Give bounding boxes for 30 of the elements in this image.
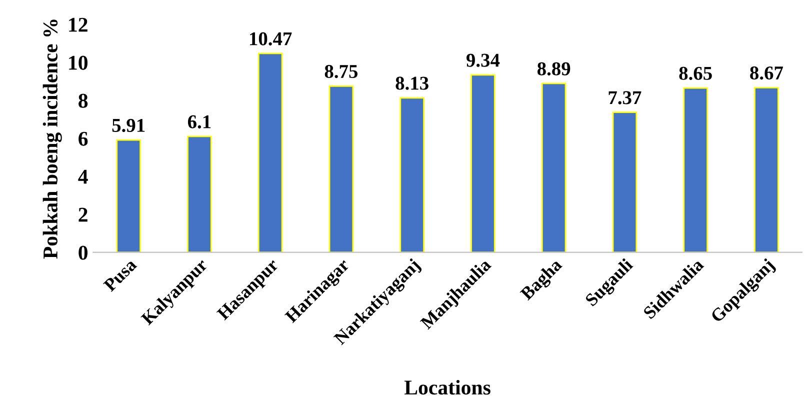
data-label: 8.13 (396, 76, 428, 90)
bar (258, 52, 283, 252)
data-label: 9.34 (466, 54, 500, 67)
y-tick-label: 0 (78, 246, 88, 260)
bar (612, 112, 638, 252)
y-tick-label: 6 (78, 132, 88, 146)
data-label: 10.47 (250, 32, 292, 46)
bar (541, 82, 566, 252)
data-label: 8.89 (537, 62, 570, 76)
y-tick-label: 12 (69, 18, 88, 32)
bar (400, 97, 424, 252)
bar (683, 87, 708, 252)
y-tick-label: 8 (78, 94, 88, 108)
x-axis-title: Locations (404, 380, 490, 395)
y-tick-label: 10 (69, 56, 88, 70)
y-tick-label: 4 (78, 170, 88, 184)
y-tick-label: 2 (78, 208, 88, 222)
data-label: 7.37 (608, 91, 642, 104)
bar (754, 86, 779, 252)
data-label: 8.65 (679, 66, 712, 80)
y-axis-title: Pokkah boeng incidence % (42, 20, 62, 259)
data-label: 8.67 (750, 66, 783, 80)
x-tick-label: Pusa (103, 258, 138, 292)
bar (116, 139, 141, 252)
bar (470, 74, 496, 252)
data-label: 6.1 (188, 115, 211, 128)
data-label: 5.91 (112, 118, 145, 132)
bar (187, 136, 212, 252)
bar (328, 85, 354, 252)
data-label: 8.75 (324, 64, 358, 78)
